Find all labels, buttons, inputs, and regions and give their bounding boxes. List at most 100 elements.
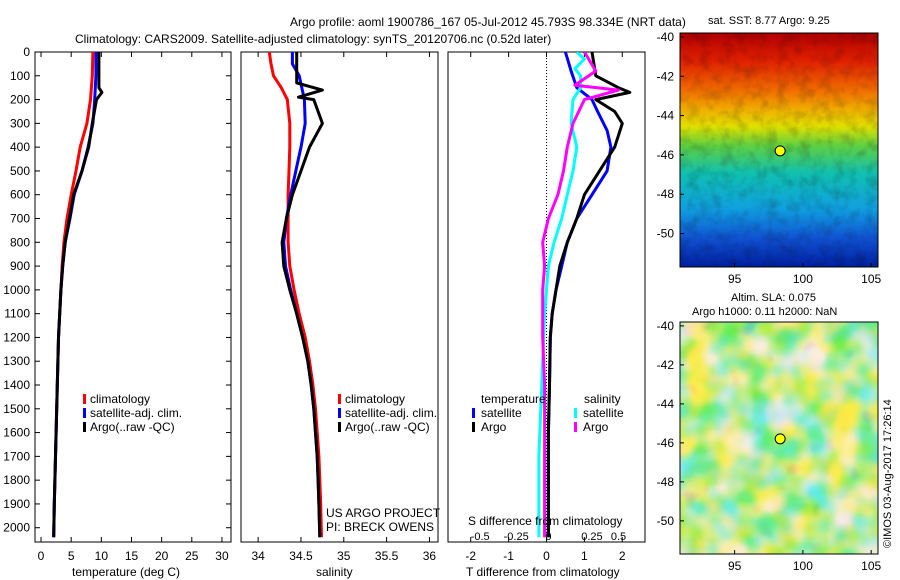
- legend-label: Argo: [481, 420, 507, 434]
- sst-map-ytick-label: -40: [657, 30, 675, 44]
- legend-swatch: [574, 422, 577, 432]
- difference-xtick-label: 0: [543, 549, 550, 563]
- legend-label: satellite-adj. clim.: [90, 406, 182, 420]
- sla-map-ticks: 95 100 105 -40 -42 -44 -46 -48 -50: [657, 319, 882, 573]
- difference-xtick-label: -2: [465, 549, 476, 563]
- sla-map-xtick-label: 100: [793, 559, 813, 573]
- legend-salinity-title: salinity: [584, 392, 621, 406]
- legend-temperature-title: temperature: [481, 392, 546, 406]
- sla-map-ytick-label: -44: [657, 397, 675, 411]
- depth-tick-label: 1000: [3, 283, 30, 297]
- depth-tick-label: 100: [10, 69, 30, 83]
- legend-swatch: [83, 394, 86, 404]
- sla-map-ytick-label: -48: [657, 475, 675, 489]
- s-difference-label: S difference from climatology: [468, 514, 623, 528]
- temperature-axes: [34, 51, 232, 543]
- difference-stick-label: -0.5: [471, 531, 490, 543]
- temperature-xtick-label: 5: [68, 549, 75, 563]
- legend-label: satellite: [583, 406, 624, 420]
- sla-map-ytick-label: -46: [657, 436, 675, 450]
- salinity-xtick-label: 34: [251, 549, 265, 563]
- salinity-xtick-label: 36: [423, 549, 437, 563]
- temperature-series-argo-raw-qc: [52, 52, 104, 538]
- sla-map-frame: [679, 321, 879, 555]
- legend-swatch: [472, 422, 475, 432]
- temperature-xtick-label: 30: [215, 549, 229, 563]
- sst-map-xtick-label: 105: [861, 272, 881, 286]
- depth-tick-label: 1700: [3, 449, 30, 463]
- depth-tick-label: 1300: [3, 354, 30, 368]
- legend-swatch: [574, 408, 577, 418]
- legend-label: Argo: [583, 420, 609, 434]
- difference-xtick-label: -1: [503, 549, 514, 563]
- sla-map-xtick-label: 105: [861, 559, 881, 573]
- difference-series-temperature-argo: [546, 52, 632, 538]
- salinity-axes: [240, 51, 439, 543]
- temperature-xtick-label: 10: [95, 549, 109, 563]
- legend-label: satellite-adj. clim.: [345, 406, 437, 420]
- sst-map-title: sat. SST: 8.77 Argo: 9.25: [708, 15, 830, 27]
- depth-tick-label: 900: [10, 259, 30, 273]
- temperature-xtick-label: 15: [125, 549, 139, 563]
- sst-map-xtick-label: 100: [793, 272, 813, 286]
- argo-float-marker-sst: [774, 145, 786, 157]
- depth-tick-label: 1500: [3, 402, 30, 416]
- sst-map-ytick-label: -50: [657, 227, 675, 241]
- sla-map-panel: Altim. SLA: 0.075 Argo h1000: 0.11 h2000…: [657, 292, 882, 573]
- difference-stick-label: 0.5: [611, 531, 626, 543]
- legend-label: climatology: [345, 392, 405, 406]
- depth-tick-label: 1600: [3, 426, 30, 440]
- salinity-xtick-label: 35: [337, 549, 351, 563]
- legend-label: Argo(..raw -QC): [345, 420, 430, 434]
- difference-series-salinity-argo: [541, 52, 620, 538]
- t-difference-label: T difference from climatology: [466, 565, 620, 579]
- salinity-panel: 34 34.5 35 35.5 36 salinity climatologysatel…: [240, 51, 441, 579]
- depth-tick-label: 800: [10, 235, 30, 249]
- sla-map-ytick-label: -50: [657, 514, 675, 528]
- depth-tick-label: 1400: [3, 378, 30, 392]
- depth-tick-label: 0: [23, 45, 30, 59]
- sla-map-title: Altim. SLA: 0.075: [731, 292, 816, 304]
- temperature-xtick-label: 25: [185, 549, 199, 563]
- depth-tick-label: 500: [10, 164, 30, 178]
- legend-swatch: [338, 408, 341, 418]
- temperature-panel: 0100200300400500600700800900100011001200…: [3, 45, 645, 579]
- temperature-xticks: 0 5 10 15 20 25 30: [38, 52, 229, 563]
- depth-tick-label: 300: [10, 116, 30, 130]
- salinity-xtick-label: 35.5: [375, 549, 399, 563]
- header-line1: Argo profile: aoml 1900786_167 05-Jul-20…: [290, 15, 686, 29]
- legend-swatch: [83, 408, 86, 418]
- copyright-notice: ©IMOS 03-Aug-2017 17:26:14: [882, 399, 894, 548]
- sla-map-ytick-label: -40: [657, 319, 675, 333]
- salinity-series-climatology: [267, 52, 323, 538]
- temperature-xtick-label: 0: [38, 549, 45, 563]
- difference-profiles: [537, 52, 632, 538]
- difference-xticks: -2 -1 0 1 2-0.5 -0.25 0 0.25 0.5: [465, 52, 626, 563]
- depth-tick-label: 1800: [3, 473, 30, 487]
- depth-tick-label: 200: [10, 93, 30, 107]
- difference-legend: temperature salinitysatelliteArgosatellit…: [472, 392, 624, 434]
- sst-map-frame: [679, 32, 879, 268]
- difference-stick-label: 0.25: [581, 531, 602, 543]
- salinity-series-argo-raw-qc: [280, 52, 324, 538]
- depth-tick-label: 1200: [3, 330, 30, 344]
- sla-map-xtick-label: 95: [728, 559, 742, 573]
- temperature-profiles: [52, 52, 104, 538]
- depth-tick-label: 1100: [4, 307, 30, 321]
- depth-tick-label: 600: [10, 188, 30, 202]
- depth-tick-label: 400: [10, 140, 30, 154]
- temperature-xtick-label: 20: [155, 549, 169, 563]
- sst-map-ytick-label: -44: [657, 109, 675, 123]
- difference-panel: -2 -1 0 1 2-0.5 -0.25 0 0.25 0.5 S difference fr…: [447, 51, 646, 579]
- difference-xtick-label: 2: [619, 549, 626, 563]
- legend-swatch: [83, 422, 86, 432]
- project-line1: US ARGO PROJECT: [326, 506, 441, 520]
- sst-map-panel: sat. SST: 8.77 Argo: 9.25 95 100 105 -40 -42…: [657, 15, 882, 286]
- header-line2: Climatology: CARS2009. Satellite-adjuste…: [75, 32, 551, 46]
- sst-map-ytick-label: -46: [657, 148, 675, 162]
- sst-map-ticks: 95 100 105 -40 -42 -44 -46 -48 -50: [657, 30, 882, 286]
- argo-float-marker-sla: [774, 433, 786, 445]
